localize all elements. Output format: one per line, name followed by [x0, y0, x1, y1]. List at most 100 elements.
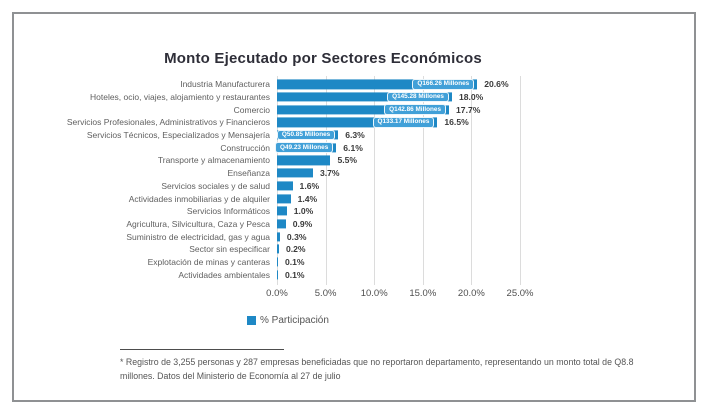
category-label: Industria Manufacturera: [180, 79, 270, 90]
value-label: 1.0%: [293, 206, 314, 217]
bar-value-chip: Q142.86 Millones: [384, 104, 447, 116]
bar-row: Servicios Técnicos, Especializados y Men…: [14, 129, 674, 142]
bar: [277, 219, 286, 229]
bar-row: Servicios Informáticos 1.0%: [14, 205, 674, 218]
value-label: 6.3%: [345, 130, 365, 141]
bar-track: Q166.26 Millones 20.6%: [277, 78, 520, 91]
bar-row: Servicios sociales y de salud 1.6%: [14, 180, 674, 193]
category-label: Construcción: [220, 142, 270, 153]
bar-row: Explotación de minas y canteras 0.1%: [14, 256, 674, 269]
x-tick-label: 25.0%: [506, 288, 534, 299]
bar: [277, 206, 287, 216]
bar: [277, 244, 279, 254]
bar-track: 0.9%: [277, 218, 520, 231]
category-label: Agricultura, Silvicultura, Caza y Pesca: [126, 218, 270, 229]
bar-row: Actividades inmobiliarias y de alquiler 1…: [14, 192, 674, 205]
bar-value-chip: Q145.28 Millones: [387, 91, 449, 103]
grid-line: [277, 76, 278, 285]
value-label: 1.4%: [297, 193, 318, 204]
category-label: Suministro de electricidad, gas y agua: [126, 231, 270, 242]
bar-track: 3.7%: [277, 167, 520, 180]
bar-value-chip: Q49.23 Millones: [274, 142, 334, 154]
bar-track: 0.1%: [277, 256, 520, 269]
bar-row: Industria Manufacturera Q166.26 Millones 2…: [14, 78, 674, 91]
category-label: Servicios sociales y de salud: [161, 180, 270, 191]
bar-row: Comercio Q142.86 Millones 17.7%: [14, 103, 674, 116]
category-label: Comercio: [233, 104, 270, 115]
bar-row: Hoteles, ocio, viajes, alojamiento y res…: [14, 91, 674, 104]
bar-track: Q49.23 Millones 6.1%: [274, 141, 520, 154]
bar-track: 1.0%: [277, 205, 520, 218]
bar-track: 0.1%: [277, 268, 520, 281]
category-label: Sector sin especificar: [189, 244, 270, 255]
category-label: Servicios Informáticos: [186, 206, 270, 217]
value-label: 0.1%: [284, 256, 305, 267]
x-tick-label: 10.0%: [360, 288, 388, 299]
bar-row: Construcción Q49.23 Millones 6.1%: [14, 141, 674, 154]
bar-row: Agricultura, Silvicultura, Caza y Pesca 0…: [14, 218, 674, 231]
bar-value-chip: Q166.26 Millones: [412, 78, 475, 90]
footnote-divider: [120, 349, 284, 350]
bar-track: Q133.17 Millones 16.5%: [277, 116, 520, 129]
value-label: 17.7%: [456, 104, 481, 115]
bar-track: Q145.28 Millones 18.0%: [277, 91, 520, 104]
value-label: 16.5%: [444, 117, 469, 128]
value-label: 0.9%: [292, 218, 313, 229]
bar: [277, 155, 331, 166]
bar-value-chip: Q50.85 Millones: [276, 129, 336, 141]
category-label: Explotación de minas y canteras: [147, 256, 270, 267]
bar: Q50.85 Millones: [276, 129, 339, 141]
bar: Q133.17 Millones: [277, 117, 438, 128]
bar-track: 0.3%: [277, 230, 520, 243]
bar-track: Q142.86 Millones 17.7%: [277, 103, 520, 116]
grid-line: [520, 76, 521, 285]
bar-row: Transporte y almacenamiento 5.5%: [14, 154, 674, 167]
bar-value-chip: Q133.17 Millones: [372, 117, 435, 128]
bar: [277, 181, 293, 191]
bar: Q166.26 Millones: [277, 78, 478, 90]
category-label: Servicios Profesionales, Administrativos…: [66, 117, 270, 128]
bar-track: Q50.85 Millones 6.3%: [276, 129, 520, 142]
legend: % Participación: [247, 315, 329, 326]
x-axis: 0.0% 5.0% 10.0% 15.0% 20.0% 25.0%: [266, 288, 533, 300]
bar: Q145.28 Millones: [277, 91, 452, 103]
bar-track: 0.2%: [277, 243, 520, 256]
chart-frame: Monto Ejecutado por Sectores Económicos …: [12, 12, 696, 402]
bar-track: 1.6%: [277, 180, 520, 193]
value-label: 18.0%: [458, 92, 484, 103]
value-label: 0.1%: [284, 269, 305, 280]
bar: Q142.86 Millones: [277, 104, 450, 116]
chart-title: Monto Ejecutado por Sectores Económicos: [164, 50, 482, 67]
x-tick-label: 5.0%: [314, 288, 337, 299]
legend-label: % Participación: [260, 315, 329, 326]
category-label: Hoteles, ocio, viajes, alojamiento y res…: [89, 92, 270, 103]
bar-row: Sector sin especificar 0.2%: [14, 243, 674, 256]
bar: [277, 168, 313, 178]
bar-chart: Industria Manufacturera Q166.26 Millones 2…: [14, 76, 674, 285]
value-label: 6.1%: [343, 142, 363, 153]
x-tick-label: 15.0%: [409, 288, 437, 299]
bar-track: 1.4%: [277, 192, 520, 205]
category-label: Transporte y almacenamiento: [157, 155, 270, 166]
bar-row: Enseñanza 3.7%: [14, 167, 674, 180]
grid-line: [471, 76, 473, 285]
category-label: Servicios Técnicos, Especializados y Men…: [86, 130, 270, 141]
category-label: Actividades inmobiliarias y de alquiler: [128, 193, 270, 204]
grid-line: [374, 76, 376, 285]
value-label: 0.2%: [285, 244, 306, 255]
gridlines: [277, 76, 521, 285]
grid-line: [422, 76, 424, 285]
category-label: Actividades ambientales: [178, 269, 270, 280]
footnote: * Registro de 3,255 personas y 287 empre…: [120, 357, 634, 381]
legend-swatch-icon: [247, 316, 256, 325]
bar: Q49.23 Millones: [274, 142, 337, 154]
value-label: 1.6%: [299, 180, 320, 191]
category-label: Enseñanza: [227, 168, 270, 179]
value-label: 3.7%: [319, 168, 340, 179]
bar-row: Servicios Profesionales, Administrativos…: [14, 116, 674, 129]
bar: [277, 270, 278, 280]
bar: [277, 257, 278, 267]
x-tick-label: 20.0%: [457, 288, 485, 299]
bar-track: 5.5%: [277, 154, 520, 167]
bar-row: Actividades ambientales 0.1%: [14, 268, 674, 281]
